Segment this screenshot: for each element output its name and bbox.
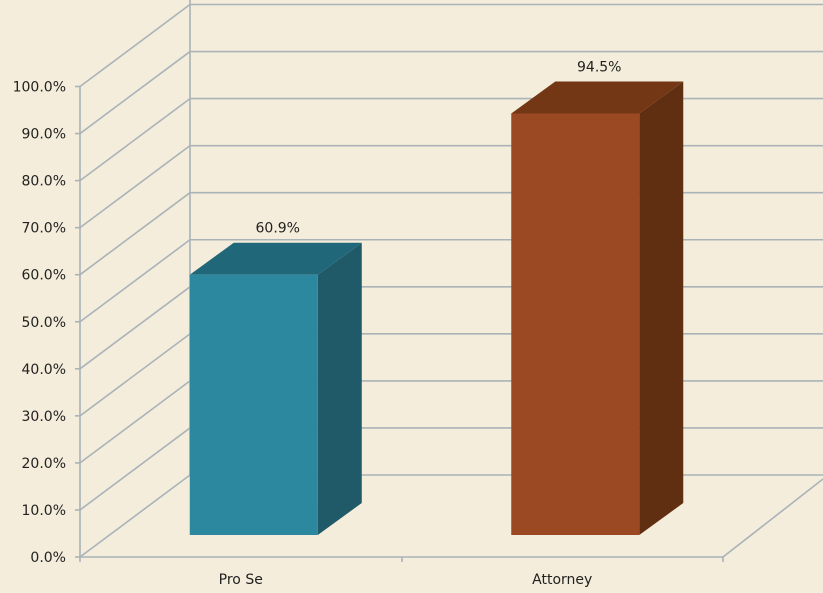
bar-layer [189,81,684,536]
bar-top [511,81,684,114]
label-layer: 0.0% 10.0% 20.0% 30.0% 40.0% 50.0% 60.0% 70.0% 8… [13,59,622,588]
y-tick-label: 80.0% [22,174,66,190]
y-tick-label: 50.0% [22,315,66,331]
gridline-side [79,192,191,276]
gridline-side [79,333,191,417]
y-tick-label: 10.0% [22,503,66,519]
gridline-side [79,286,191,370]
axis-layer [75,85,724,562]
y-tick-label: 30.0% [22,409,66,425]
bar [189,274,318,535]
gridline-side [79,145,191,229]
gridline-side [79,3,191,88]
data-label: 94.5% [577,59,621,75]
gridline-side [79,474,191,558]
bar [511,113,640,535]
x-category-label: Pro Se [219,572,263,588]
x-category-label: Attorney [532,572,592,588]
bar-side [317,242,362,536]
data-label: 60.9% [256,221,300,237]
y-tick-label: 90.0% [22,127,66,143]
gridline-side [79,239,191,323]
y-tick-label: 100.0% [13,80,66,96]
y-tick-label: 60.0% [22,268,66,284]
bar-side [639,81,684,535]
y-tick-label: 20.0% [22,456,66,472]
gridline-side [79,427,191,511]
y-tick-label: 0.0% [30,550,66,566]
floor-right-edge [722,478,823,558]
y-tick-label: 70.0% [22,221,66,237]
y-tick-label: 40.0% [22,362,66,378]
bar-top [189,242,362,275]
gridline-side [79,97,191,182]
gridline-side [79,380,191,464]
gridline-side [79,50,191,135]
